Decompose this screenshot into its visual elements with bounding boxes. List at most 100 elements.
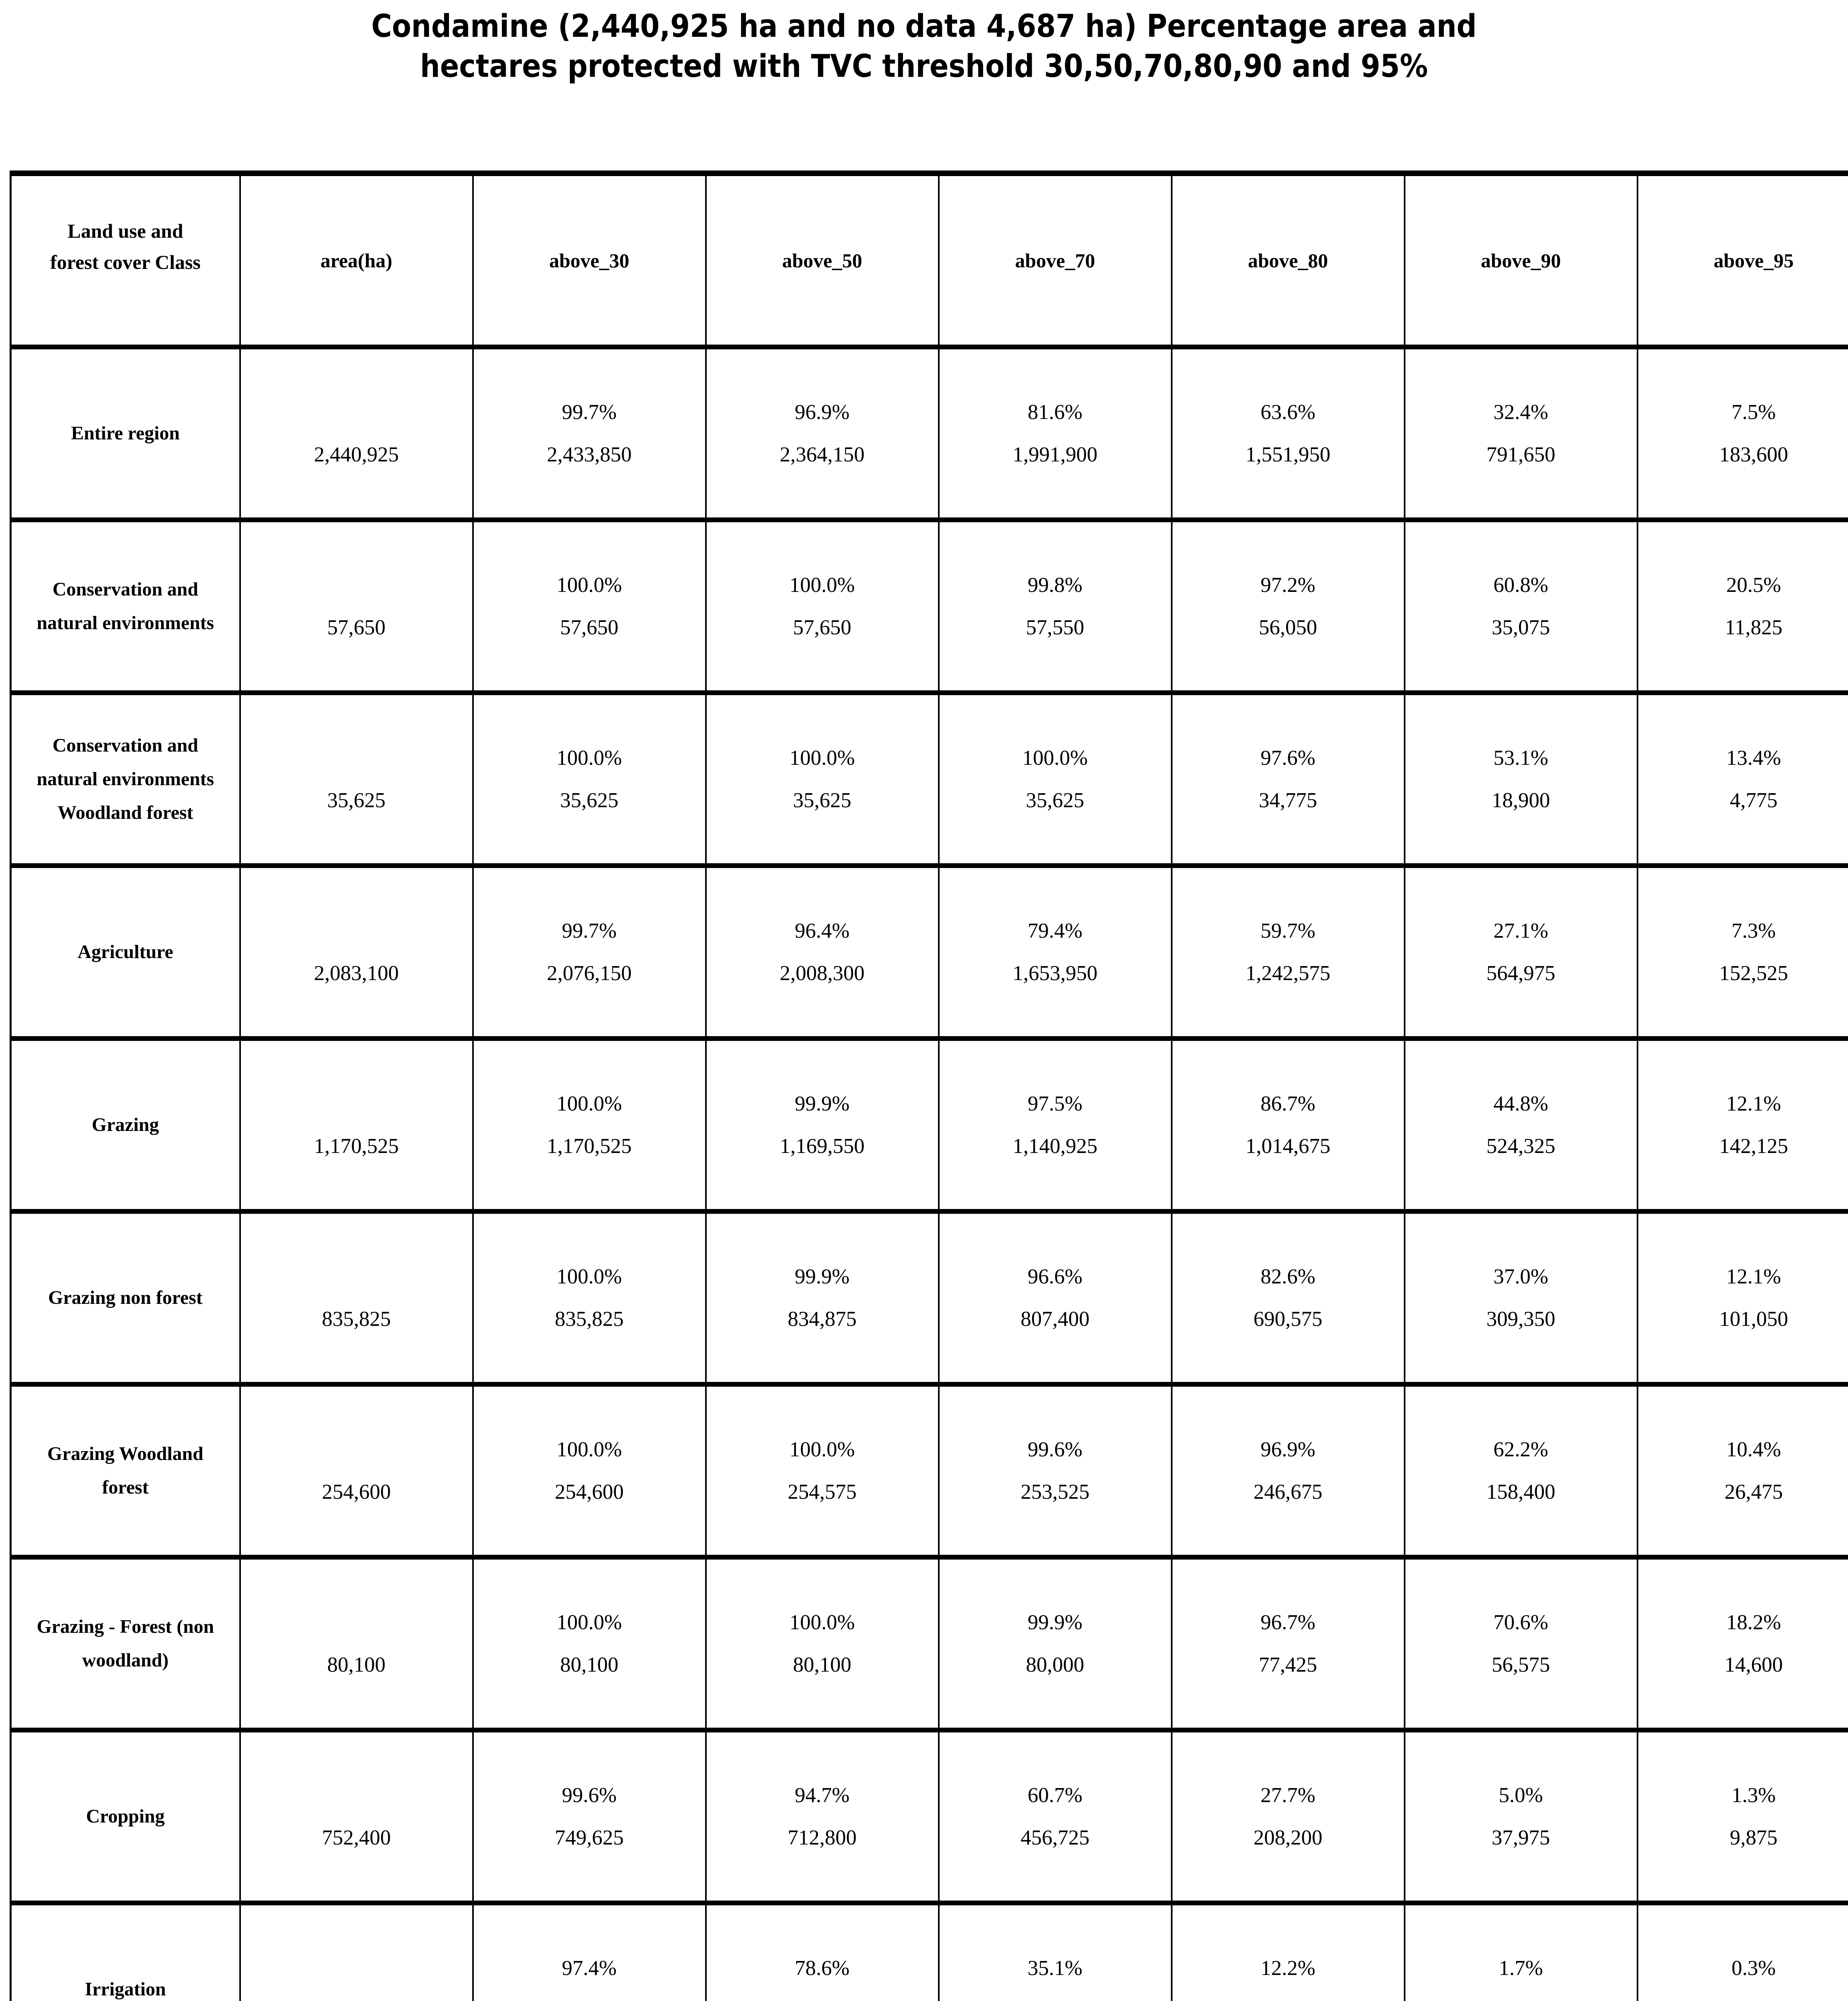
threshold-cell: 82.6% 690,575 [1171, 1209, 1405, 1387]
table-row: Entire region 2,440,925 99.7% 2,433,850 96.… [10, 345, 1848, 522]
table-row: Grazing Woodland forest 254,600 100.0% 254… [10, 1382, 1848, 1560]
hectares-value: 11,825 [1725, 616, 1783, 639]
percent-value: 97.4% [562, 1957, 617, 1980]
percent-value: 96.4% [795, 919, 850, 942]
threshold-cell: 97.6% 34,775 [1171, 690, 1405, 868]
percent-value: 81.6% [1028, 401, 1082, 424]
threshold-cell: 100.0% 80,100 [705, 1555, 940, 1732]
percent-value [242, 1255, 471, 1298]
percent-value: 99.7% [562, 919, 617, 942]
row-label: Agriculture [10, 863, 241, 1041]
threshold-cell: 99.9% 834,875 [705, 1209, 940, 1387]
column-header: above_80 [1171, 171, 1405, 349]
percent-value: 1.7% [1499, 1957, 1543, 1980]
hectares-value: 155,725 [475, 1989, 704, 2001]
table-row: Grazing - Forest (non woodland) 80,100 10… [10, 1555, 1848, 1732]
threshold-cell: 100.0% 35,625 [472, 690, 707, 868]
hectares-value: 749,625 [555, 1826, 624, 1849]
threshold-cell: 81.6% 1,991,900 [938, 345, 1173, 522]
percent-value: 99.6% [562, 1784, 617, 1807]
hectares-value: 1,991,900 [1012, 443, 1098, 466]
percent-value [242, 737, 471, 779]
threshold-cell: 70.6% 56,575 [1403, 1555, 1638, 1732]
hectares-value: 9,875 [1730, 1826, 1778, 1849]
threshold-cell: 63.6% 1,551,950 [1171, 345, 1405, 522]
hectares-value: 835,825 [555, 1307, 624, 1331]
hectares-value: 253,525 [1020, 1480, 1090, 1504]
percent-value: 70.6% [1493, 1611, 1548, 1634]
threshold-cell: 96.6% 807,400 [938, 1209, 1173, 1387]
hectares-value: 2,650 [1406, 1989, 1636, 2001]
percent-value: 53.1% [1493, 746, 1548, 770]
hectares-value: 1,170,525 [314, 1135, 399, 1158]
column-header: above_90 [1403, 171, 1638, 349]
percent-value [242, 1774, 471, 1817]
row-label: Entire region [10, 345, 241, 522]
hectares-value: 152,525 [1719, 962, 1788, 985]
hectares-value: 80,100 [560, 1653, 619, 1676]
percent-value: 100.0% [789, 1611, 855, 1634]
threshold-cell: 96.7% 77,425 [1171, 1555, 1405, 1732]
threshold-cell: 78.6% 125,675 [705, 1901, 940, 2001]
threshold-cell: 1.7% 2,650 [1403, 1901, 1638, 2001]
percent-value: 100.0% [556, 1611, 622, 1634]
column-header: above_70 [938, 171, 1173, 349]
hectares-value: 2,433,850 [547, 443, 632, 466]
hectares-value: 2,364,150 [780, 443, 865, 466]
hectares-value: 56,575 [1491, 1653, 1550, 1676]
percent-value: 100.0% [556, 573, 622, 597]
percent-value: 99.7% [562, 401, 617, 424]
hectares-value: 35,075 [1491, 616, 1550, 639]
threshold-cell: 44.8% 524,325 [1403, 1036, 1638, 1214]
percent-value: 7.3% [1732, 919, 1776, 942]
hectares-value: 159,900 [242, 1989, 471, 2001]
threshold-cell: 99.8% 57,550 [938, 517, 1173, 695]
hectares-value: 35,625 [327, 789, 386, 812]
hectares-value: 125,675 [708, 1989, 937, 2001]
percent-value: 82.6% [1261, 1265, 1315, 1288]
hectares-value: 101,050 [1719, 1307, 1788, 1331]
hectares-value: 1,014,675 [1245, 1135, 1331, 1158]
table-row: Cropping 752,400 99.6% 749,625 94.7% 712,800… [10, 1728, 1848, 1905]
area-cell: 80,100 [239, 1555, 474, 1732]
row-label: Irrigation [10, 1901, 241, 2001]
percent-value: 35.1% [1028, 1957, 1082, 1980]
hectares-value: 690,575 [1253, 1307, 1323, 1331]
percent-value: 27.7% [1261, 1784, 1315, 1807]
hectares-value: 14,600 [1724, 1653, 1783, 1676]
hectares-value: 1,169,550 [780, 1135, 865, 1158]
hectares-value: 1,551,950 [1245, 443, 1331, 466]
percent-value: 79.4% [1028, 919, 1082, 942]
threshold-cell: 97.2% 56,050 [1171, 517, 1405, 695]
percent-value: 100.0% [789, 1438, 855, 1461]
page-title-line2: hectares protected with TVC threshold 30… [420, 48, 1428, 84]
percent-value: 96.6% [1028, 1265, 1082, 1288]
threshold-cell: 20.5% 11,825 [1636, 517, 1848, 695]
percent-value: 86.7% [1261, 1092, 1315, 1115]
hectares-value: 80,000 [1026, 1653, 1084, 1676]
hectares-value: 80,100 [793, 1653, 852, 1676]
threshold-cell: 53.1% 18,900 [1403, 690, 1638, 868]
hectares-value: 834,875 [788, 1307, 857, 1331]
hectares-value: 56,050 [1259, 616, 1317, 639]
percent-value: 60.7% [1028, 1784, 1082, 1807]
hectares-value: 77,425 [1259, 1653, 1317, 1676]
area-cell: 835,825 [239, 1209, 474, 1387]
area-cell: 254,600 [239, 1382, 474, 1560]
percent-value [242, 1947, 471, 1989]
table-header-row: Land use and forest cover Class area(ha) a… [10, 171, 1848, 349]
hectares-value: 2,440,925 [314, 443, 399, 466]
threshold-cell: 100.0% 254,600 [472, 1382, 707, 1560]
hectares-value: 456,725 [1020, 1826, 1090, 1849]
hectares-value: 4,775 [1730, 789, 1778, 812]
hectares-value: 158,400 [1486, 1480, 1555, 1504]
percent-value: 94.7% [795, 1784, 850, 1807]
table-row: Grazing 1,170,525 100.0% 1,170,525 99.9% 1,1… [10, 1036, 1848, 1214]
threshold-cell: 100.0% 57,650 [705, 517, 940, 695]
hectares-value: 835,825 [322, 1307, 391, 1331]
hectares-value: 564,975 [1486, 962, 1555, 985]
threshold-cell: 100.0% 57,650 [472, 517, 707, 695]
column-header: area(ha) [239, 171, 474, 349]
threshold-cell: 62.2% 158,400 [1403, 1382, 1638, 1560]
percent-value: 100.0% [556, 746, 622, 770]
